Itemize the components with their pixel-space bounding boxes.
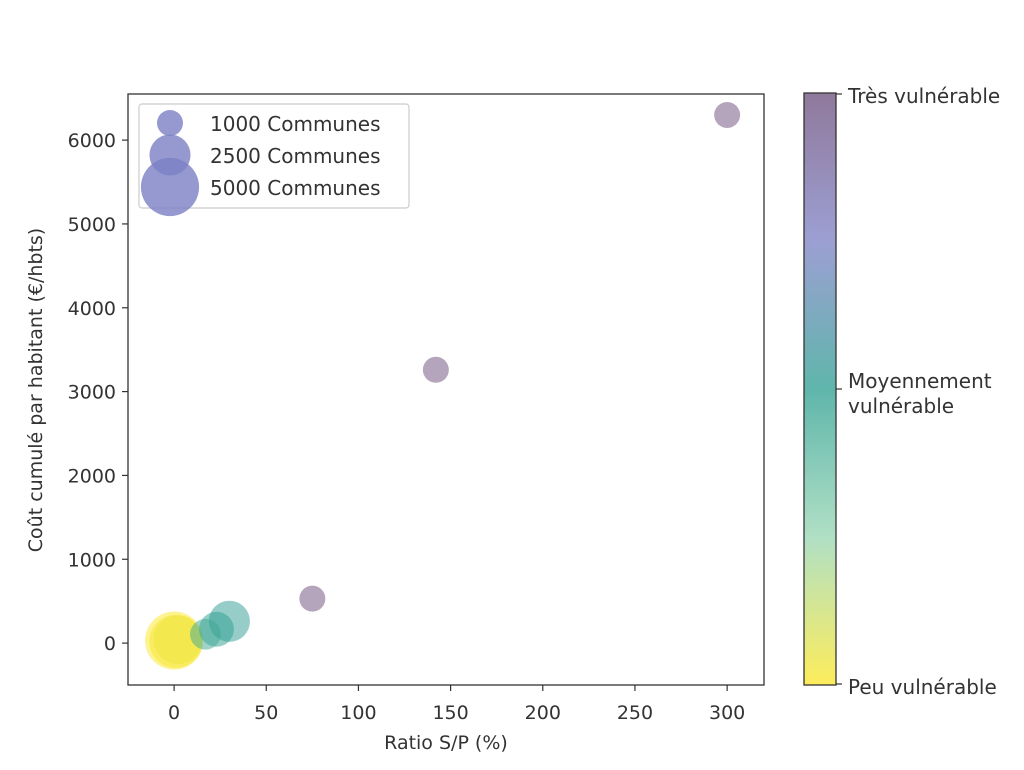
legend: 1000 Communes 2500 Communes 5000 Commune…	[138, 103, 410, 217]
y-tick-label: 4000	[68, 298, 116, 320]
legend-marker	[157, 110, 183, 136]
x-axis-label: Ratio S/P (%)	[384, 732, 508, 754]
x-tick-label: 300	[709, 702, 745, 724]
data-point	[190, 618, 221, 650]
y-tick-label: 1000	[68, 549, 116, 571]
x-tick-label: 50	[254, 702, 278, 724]
colorbar-label-middle-1: Moyennement	[848, 369, 992, 393]
x-tick-label: 100	[340, 702, 376, 724]
y-tick-label: 3000	[68, 382, 116, 404]
data-point	[153, 615, 203, 665]
y-tick-label: 5000	[68, 214, 116, 236]
legend-label-1000: 1000 Communes	[210, 112, 381, 136]
plot-frame	[127, 93, 765, 686]
y-axis-ticks: 0 1000 2000 3000 4000 5000 6000	[68, 130, 128, 655]
y-tick-label: 2000	[68, 465, 116, 487]
colorbar-label-top: Très vulnérable	[847, 84, 1000, 108]
legend-marker	[140, 157, 200, 217]
x-tick-label: 150	[432, 702, 468, 724]
data-point	[422, 356, 449, 383]
data-point	[299, 585, 326, 612]
x-tick-label: 250	[617, 702, 653, 724]
legend-label-5000: 5000 Communes	[210, 176, 381, 200]
x-axis-ticks: 0 50 100 150 200 250 300	[168, 685, 745, 724]
data-point	[714, 101, 741, 128]
y-axis-label: Coût cumulé par habitant (€/hbts)	[25, 228, 47, 552]
x-tick-label: 0	[168, 702, 180, 724]
y-tick-label: 0	[104, 633, 116, 655]
colorbar-label-bottom: Peu vulnérable	[848, 675, 997, 699]
legend-frame	[138, 103, 410, 209]
y-tick-label: 6000	[68, 130, 116, 152]
points-layer	[145, 101, 741, 670]
x-tick-label: 200	[525, 702, 561, 724]
colorbar-gradient	[803, 92, 837, 686]
legend-label-2500: 2500 Communes	[210, 144, 381, 168]
colorbar: Très vulnérable Moyennement vulnérable P…	[803, 84, 1000, 699]
colorbar-label-middle-2: vulnérable	[848, 394, 954, 418]
